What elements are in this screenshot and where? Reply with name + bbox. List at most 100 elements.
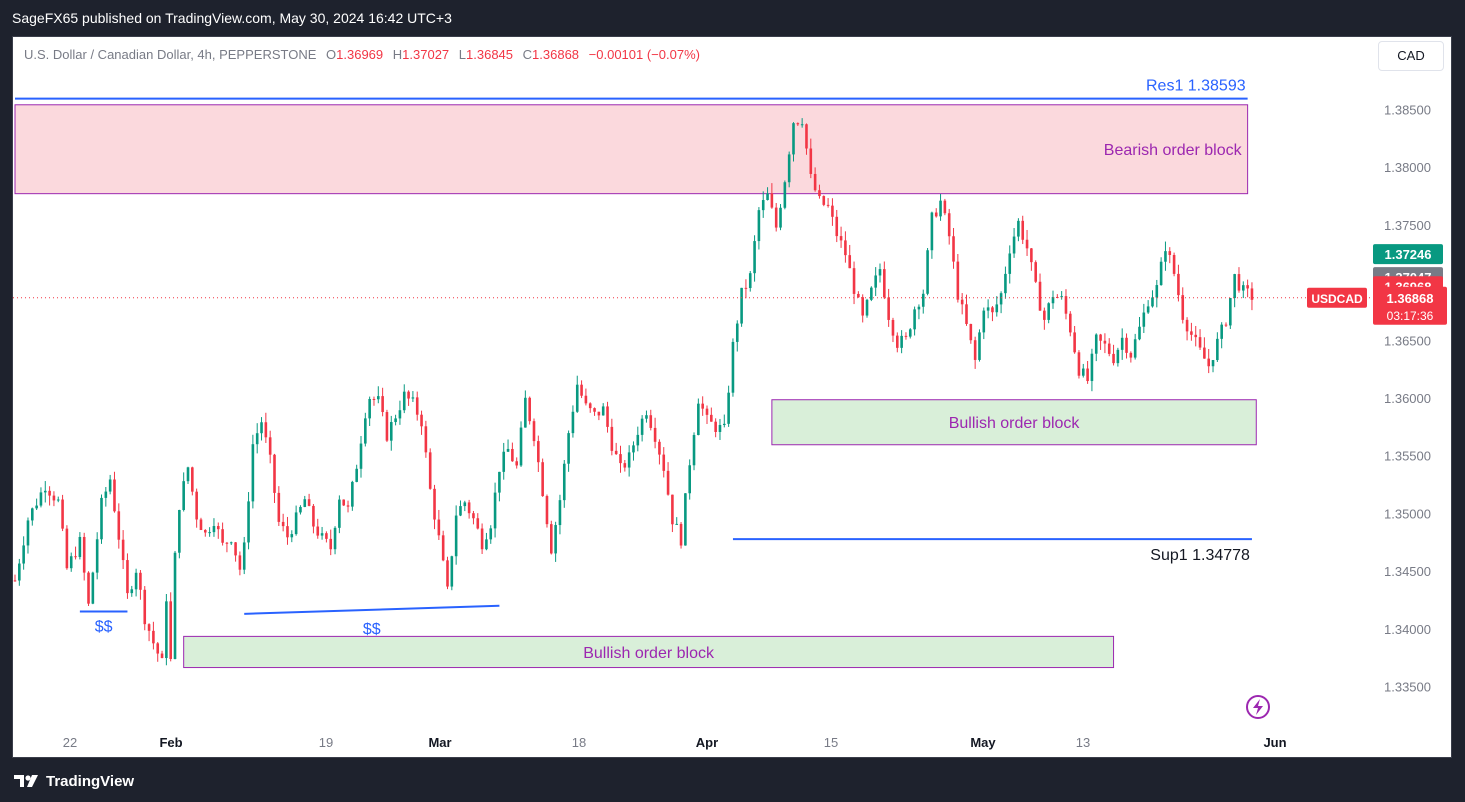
candle-body — [22, 545, 25, 564]
candle-body — [575, 384, 579, 412]
x-tick-label: 22 — [63, 735, 77, 750]
price-chart[interactable]: Bearish order block Bullish order block Bu… — [13, 37, 1451, 757]
candle-body — [437, 519, 441, 536]
candle-body — [18, 563, 21, 581]
candle-body — [671, 494, 674, 525]
x-tick-label: Mar — [428, 735, 451, 750]
candle-body — [446, 560, 449, 587]
candle-body — [485, 539, 488, 550]
candle-body — [316, 526, 320, 536]
candle-body — [632, 445, 635, 453]
candle-body — [134, 572, 138, 590]
candle-body — [1103, 340, 1107, 344]
candle-body — [645, 415, 648, 419]
candle-body — [519, 427, 523, 466]
candle-body — [874, 275, 877, 288]
tradingview-logo-icon — [14, 775, 38, 787]
candle-body — [195, 491, 198, 520]
candle-body — [1164, 251, 1167, 262]
candle-body — [139, 572, 142, 590]
candle-body — [355, 468, 358, 482]
candle-body — [13, 580, 17, 582]
level-label: Sup1 1.34778 — [1150, 547, 1250, 564]
candle-body — [441, 535, 445, 561]
candle-body — [800, 124, 804, 126]
x-tick-label: 19 — [319, 735, 333, 750]
candle-body — [290, 534, 294, 538]
candle-body — [91, 572, 95, 604]
candle-body — [1116, 349, 1120, 364]
candle-body — [1073, 332, 1076, 353]
y-tick-label: 1.38000 — [1384, 160, 1431, 175]
candle-body — [186, 467, 190, 482]
candle-body — [61, 499, 64, 529]
candle-body — [878, 269, 882, 276]
candle-body — [896, 335, 899, 348]
candle-body — [1008, 253, 1012, 274]
symbol-tag-label: USDCAD — [1311, 292, 1363, 306]
candle-body — [965, 304, 968, 324]
candle-body — [411, 397, 415, 399]
candle-body — [212, 526, 216, 533]
order-block-label: Bearish order block — [1104, 142, 1243, 159]
close-value: 1.36868 — [532, 47, 580, 62]
candle-body — [753, 241, 756, 274]
candle-body — [956, 261, 960, 300]
price-tag — [1373, 244, 1443, 265]
candle-body — [705, 408, 709, 415]
candle-body — [204, 530, 207, 533]
candle-body — [225, 542, 229, 544]
tradingview-footer[interactable]: TradingView — [14, 771, 134, 791]
candle-body — [502, 451, 506, 472]
y-tick-label: 1.36000 — [1384, 391, 1431, 406]
candle-body — [1069, 313, 1072, 333]
candle-body — [299, 506, 302, 513]
candle-body — [986, 307, 990, 311]
candle-body — [372, 398, 376, 400]
candle-body — [852, 268, 856, 294]
candle-body — [1159, 261, 1163, 286]
candle-body — [1185, 319, 1189, 332]
candle-body — [476, 518, 480, 529]
candle-body — [692, 435, 696, 466]
candle-body — [160, 653, 164, 659]
candle-body — [614, 450, 618, 455]
candle-body — [121, 539, 125, 561]
candle-body — [675, 523, 679, 525]
currency-button[interactable]: CAD — [1378, 41, 1444, 71]
candle-body — [960, 299, 964, 305]
liquidity-label: $$ — [363, 621, 381, 638]
candle-body — [173, 552, 177, 659]
candle-body — [1155, 285, 1159, 298]
candle-body — [818, 190, 821, 197]
chart-frame[interactable]: U.S. Dollar / Canadian Dollar, 4h, PEPPE… — [12, 36, 1452, 758]
candle-body — [744, 287, 748, 289]
candle-body — [571, 411, 575, 434]
candle-body — [666, 470, 670, 495]
y-tick-label: 1.36500 — [1384, 333, 1431, 348]
candle-body — [1207, 358, 1210, 367]
candle-body — [528, 397, 531, 422]
candle-body — [264, 422, 268, 438]
candle-body — [312, 505, 315, 527]
order-block-zone — [14, 104, 1249, 195]
candle-body — [359, 443, 363, 469]
candle-body — [78, 536, 82, 557]
flash-icon[interactable] — [1246, 695, 1270, 719]
candle-body — [1168, 251, 1172, 255]
candle-body — [969, 323, 973, 341]
candle-body — [601, 406, 605, 416]
candle-body — [454, 515, 458, 557]
candle-body — [515, 461, 518, 466]
candle-body — [619, 454, 622, 464]
candle-body — [1242, 285, 1245, 291]
candle-body — [389, 422, 393, 441]
candle-body — [524, 397, 527, 428]
candle-body — [126, 560, 129, 594]
candle-body — [1021, 220, 1025, 240]
candle-body — [65, 528, 69, 569]
candle-body — [640, 418, 644, 435]
candle-body — [273, 454, 276, 493]
candle-body — [402, 391, 406, 411]
candle-body — [130, 589, 134, 594]
